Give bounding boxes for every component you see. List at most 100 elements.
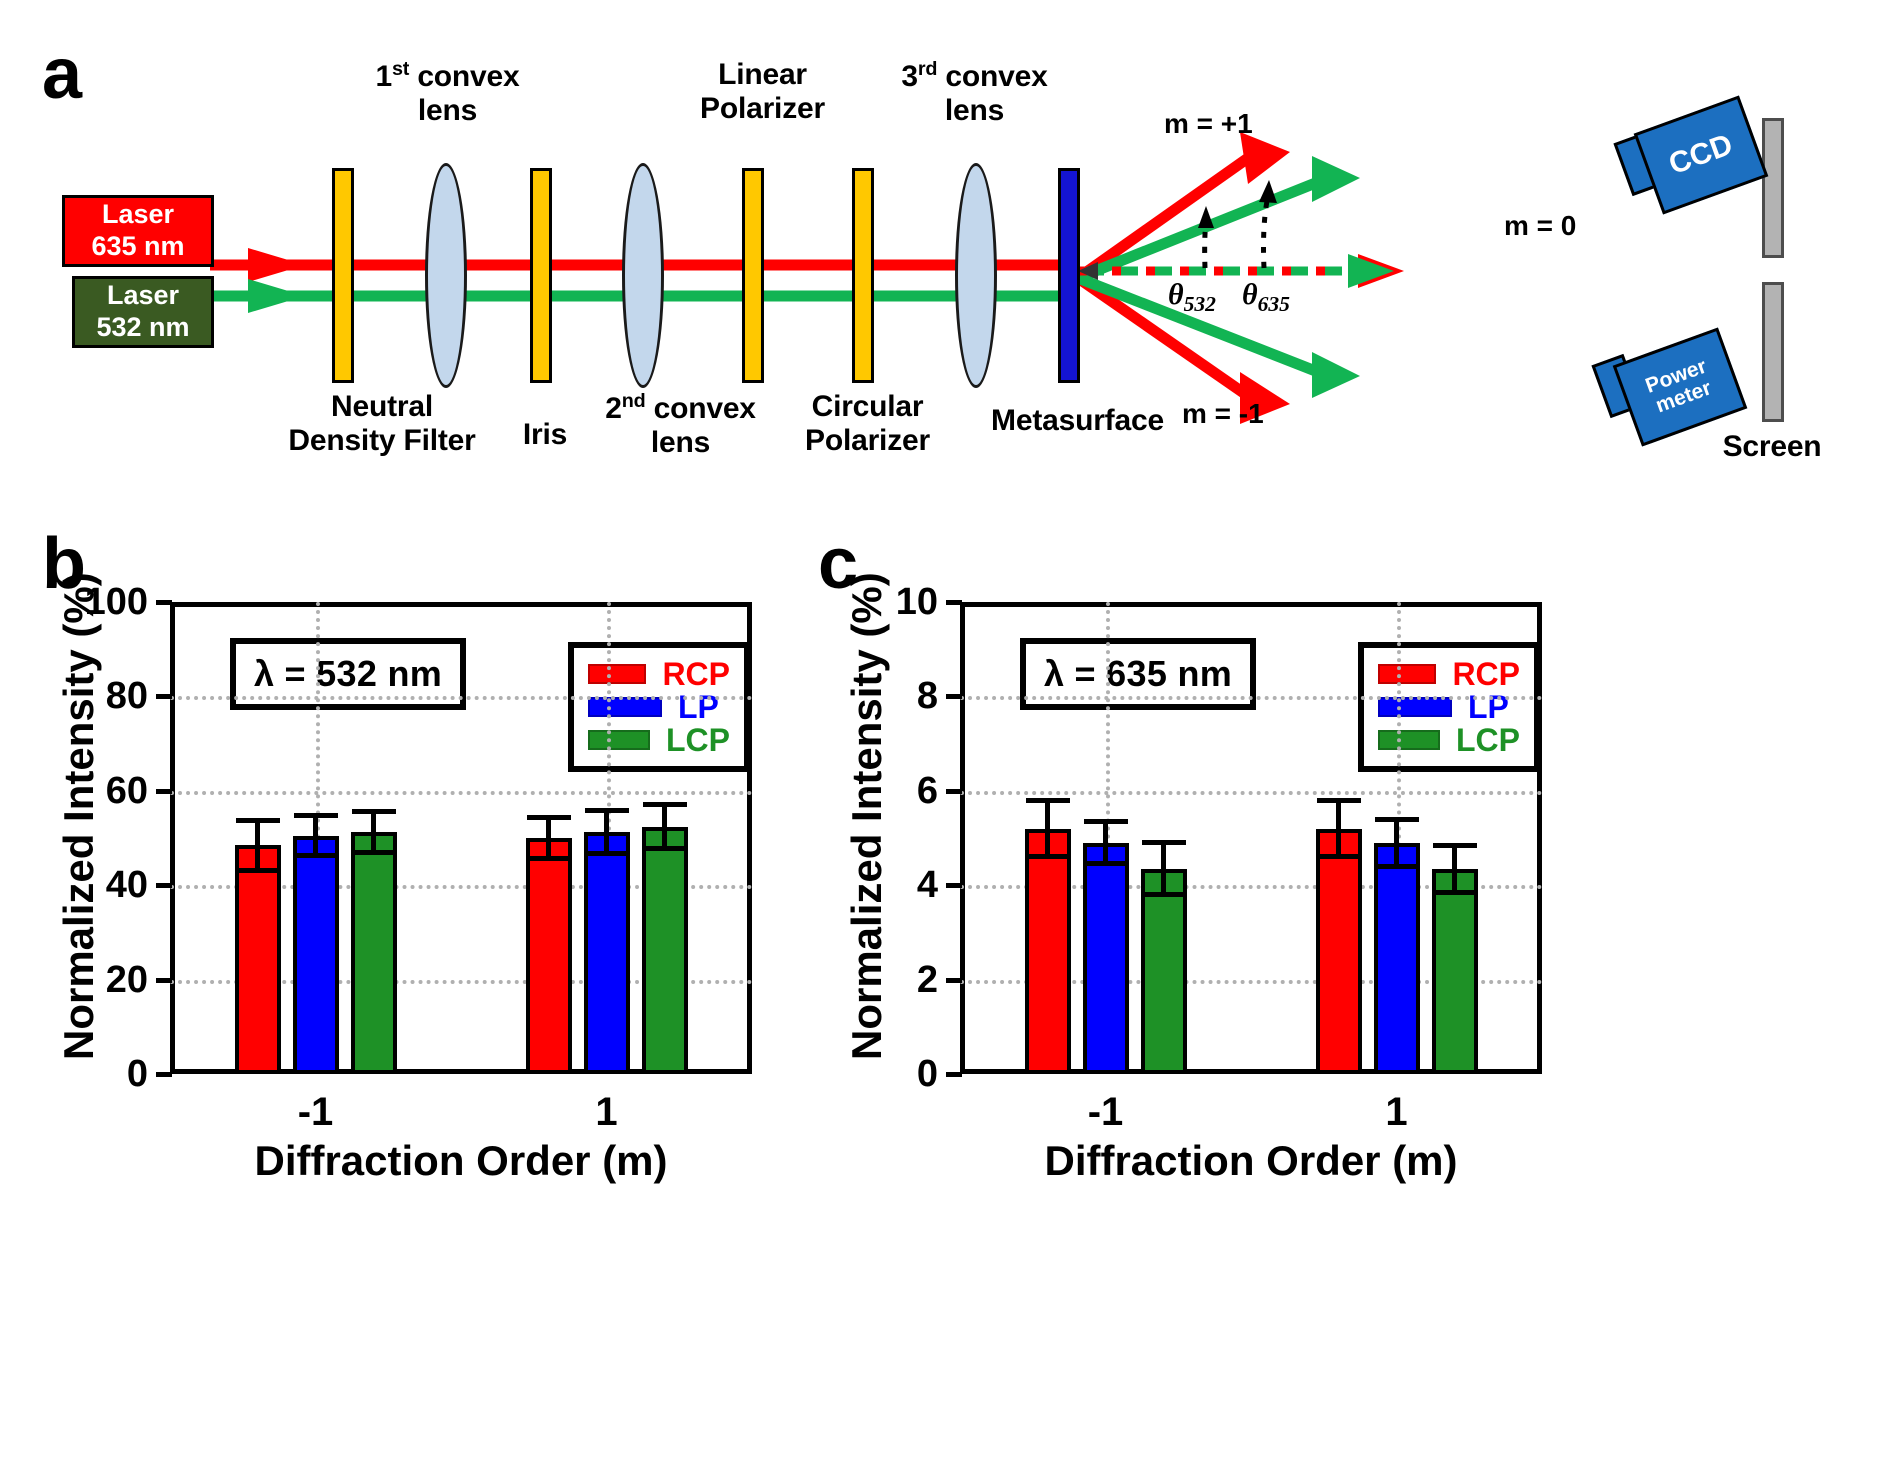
legend-item-rcp-c: RCP — [1378, 658, 1520, 690]
y-tick-label: 60 — [105, 769, 148, 812]
lens1-word: convex — [409, 60, 520, 93]
error-bar-cap-upper — [235, 817, 280, 823]
bar-lp-order--1 — [1082, 842, 1129, 1074]
order-label-zero: m = 0 — [1504, 210, 1577, 241]
error-bar-cap-upper — [1141, 840, 1186, 846]
label-screen: Screen — [1722, 430, 1822, 463]
bar-rcp-order-1 — [525, 838, 572, 1074]
gridline-y — [170, 979, 752, 984]
theta-532-symbol: θ — [1168, 278, 1184, 311]
legend-label-lcp-b: LCP — [666, 721, 730, 758]
nd-filter-line2: Density Filter — [288, 423, 476, 457]
chart-panel-c: c Normalized Intensity (%) Diffraction O… — [780, 520, 1890, 1462]
label-circular-polarizer: Circular Polarizer — [750, 390, 985, 457]
legend-label-lcp-c: LCP — [1456, 721, 1520, 758]
y-tick-label: 40 — [105, 864, 148, 907]
convex-lens-3 — [955, 163, 997, 388]
lens1-ordinal: 1 — [375, 60, 392, 93]
bar-rcp-order--1 — [234, 845, 281, 1074]
gridline-y — [960, 696, 1542, 701]
bar-lcp-order-1 — [641, 826, 688, 1074]
label-iris: Iris — [522, 418, 568, 451]
bar-rcp-order-1 — [1315, 828, 1362, 1074]
y-tick-label: 6 — [916, 769, 938, 812]
chart-panel-b: b Normalized Intensity (%) Diffraction O… — [0, 520, 930, 1462]
legend-item-lcp-b: LCP — [588, 724, 730, 756]
lens3-ordinal: 3 — [901, 60, 918, 93]
lens2-ordinal-suffix: nd — [621, 390, 646, 412]
lens1-word2: lens — [417, 93, 478, 127]
order-label-minus-one: m = -1 — [1182, 398, 1264, 429]
error-bar-cap-upper — [293, 812, 338, 818]
order-label-plus-one: m = +1 — [1164, 108, 1253, 139]
y-tick-mark — [946, 883, 962, 889]
y-tick-label: 100 — [84, 581, 148, 623]
panel-c-letter: c — [818, 524, 859, 604]
error-bar-cap-lower — [1316, 854, 1361, 860]
screen-lower — [1762, 282, 1784, 422]
lens2-word2: lens — [650, 425, 711, 459]
y-tick-mark — [946, 788, 962, 794]
y-tick-label: 0 — [916, 1053, 938, 1095]
error-bar-stem — [662, 804, 667, 849]
label-convex-lens-1: 1st convex lens — [335, 58, 560, 127]
optical-setup-diagram: a Laser 635 nm — [0, 0, 1890, 520]
y-tick-label: 10 — [895, 581, 938, 623]
legend-label-rcp-c: RCP — [1452, 656, 1520, 693]
lens2-ordinal: 2 — [605, 392, 622, 425]
error-bar-cap-lower — [235, 867, 280, 873]
error-bar-stem — [255, 820, 260, 871]
circular-polarizer — [852, 168, 874, 383]
x-axis-title-c: Diffraction Order (m) — [1044, 1137, 1458, 1184]
error-bar-cap-upper — [526, 814, 571, 820]
y-tick-mark — [156, 788, 172, 794]
gridline-y — [170, 696, 752, 701]
error-bar-cap-upper — [1432, 842, 1477, 848]
gridline-y — [170, 790, 752, 795]
y-tick-label: 20 — [105, 958, 148, 1001]
error-bar-cap-lower — [526, 856, 571, 862]
legend-swatch-lcp-c — [1378, 729, 1440, 750]
bar-lcp-order-1 — [1431, 868, 1478, 1074]
theta-532-subscript: 532 — [1183, 292, 1216, 316]
legend-item-lcp-c: LCP — [1378, 724, 1520, 756]
error-bar-cap-upper — [1316, 797, 1361, 803]
error-bar-cap-upper — [351, 809, 396, 815]
bar-lcp-order--1 — [1140, 868, 1187, 1074]
screen-upper — [1762, 118, 1784, 258]
laser-source-635: Laser 635 nm — [62, 195, 214, 267]
y-tick-mark — [156, 694, 172, 700]
error-bar-cap-lower — [351, 849, 396, 855]
y-tick-mark — [156, 600, 172, 605]
x-tick-label: 1 — [1385, 1090, 1408, 1134]
x-axis-title-b: Diffraction Order (m) — [254, 1137, 668, 1184]
lens3-ordinal-suffix: rd — [917, 58, 938, 80]
error-bar-cap-lower — [293, 853, 338, 859]
laser-635-line1: Laser — [101, 199, 175, 230]
gridline-x — [606, 602, 611, 895]
bar-lcp-order--1 — [350, 831, 397, 1074]
error-bar-cap-lower — [1374, 863, 1419, 869]
label-neutral-density-filter: Neutral Density Filter — [252, 390, 512, 457]
bar-lp-order-1 — [1373, 842, 1420, 1074]
convex-lens-2 — [622, 163, 664, 388]
laser-source-532: Laser 532 nm — [72, 276, 214, 348]
legend-b: RCP LP LCP — [568, 642, 750, 772]
y-tick-mark — [946, 600, 962, 605]
lens3-word2: lens — [944, 93, 1005, 127]
legend-label-lp-b: LP — [678, 688, 719, 725]
bar-lp-order--1 — [292, 835, 339, 1074]
y-tick-label: 2 — [916, 958, 938, 1001]
y-tick-label: 0 — [126, 1053, 148, 1095]
legend-label-rcp-b: RCP — [662, 656, 730, 693]
error-bar-stem — [1336, 800, 1341, 857]
angle-label-theta-635: θ635 — [1242, 278, 1290, 317]
lens3-word: convex — [937, 60, 1048, 93]
gridline-x — [1396, 602, 1401, 895]
error-bar-cap-lower — [1083, 861, 1128, 867]
label-convex-lens-2: 2nd convex lens — [568, 390, 793, 459]
y-tick-mark — [156, 1072, 172, 1077]
y-tick-mark — [946, 694, 962, 700]
y-tick-mark — [156, 977, 172, 983]
x-tick-label: -1 — [297, 1090, 334, 1134]
